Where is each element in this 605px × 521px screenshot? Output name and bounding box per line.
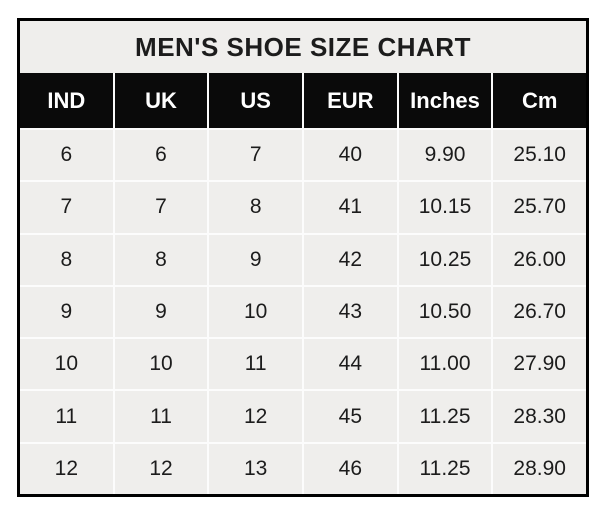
table-body: 6 6 7 40 9.90 25.10 7 7 8 41 10.15 25.70… <box>20 128 587 494</box>
column-header-cm: Cm <box>491 73 586 128</box>
table-cell: 40 <box>302 130 397 181</box>
table-cell: 46 <box>302 443 397 494</box>
table-cell: 11.00 <box>396 339 492 390</box>
table-cell: 10.25 <box>396 234 492 285</box>
column-header-ind: IND <box>47 87 86 113</box>
table-cell: 27.90 <box>491 339 587 390</box>
table-cell: 42 <box>302 234 397 285</box>
table-cell: 28.30 <box>491 391 587 442</box>
table-cell: 7 <box>20 182 113 233</box>
table-cell: 7 <box>207 130 303 181</box>
table-cell: 6 <box>112 130 208 181</box>
table-cell: 9.90 <box>396 130 492 181</box>
table-cell: 12 <box>207 391 303 442</box>
table-row: 7 7 8 41 10.15 25.70 <box>20 180 587 233</box>
table-cell: 10 <box>20 339 113 390</box>
column-header-inches: Inches <box>396 73 492 128</box>
table-cell: 44 <box>302 339 397 390</box>
table-cell: 26.00 <box>491 234 587 285</box>
table-cell: 25.10 <box>491 130 587 181</box>
table-cell: 9 <box>207 234 303 285</box>
table-cell: 8 <box>112 234 208 285</box>
table-cell: 11.25 <box>396 443 492 494</box>
table-row: 9 9 10 43 10.50 26.70 <box>20 284 587 338</box>
table-cell: 12 <box>112 443 208 494</box>
table-cell: 11 <box>112 391 208 442</box>
table-cell: 26.70 <box>491 286 587 338</box>
table-cell: 7 <box>112 182 208 233</box>
table-row: 6 6 7 40 9.90 25.10 <box>20 128 587 181</box>
table-cell: 8 <box>207 182 303 233</box>
table-cell: 13 <box>207 443 303 494</box>
table-cell: 10 <box>112 339 208 390</box>
column-header-us: US <box>207 73 302 128</box>
table-header-row: IND UK US EUR Inches Cm <box>20 73 586 128</box>
table-cell: 6 <box>20 130 113 181</box>
column-header-uk: UK <box>112 73 208 128</box>
table-cell: 9 <box>20 286 113 338</box>
table-cell: 11 <box>207 339 303 390</box>
table-cell: 10.50 <box>396 286 492 338</box>
table-cell: 28.90 <box>491 443 587 494</box>
table-row: 8 8 9 42 10.25 26.00 <box>20 232 587 285</box>
table-cell: 12 <box>20 443 113 494</box>
table-cell: 43 <box>302 286 397 338</box>
column-header-eur: EUR <box>302 73 397 128</box>
table-cell: 8 <box>20 234 113 285</box>
table-cell: 10.15 <box>396 182 492 233</box>
table-title: MEN'S SHOE SIZE CHART <box>20 21 586 73</box>
table-cell: 9 <box>112 286 208 338</box>
table-cell: 41 <box>302 182 397 233</box>
table-cell: 10 <box>207 286 303 338</box>
table-row: 11 11 12 45 11.25 28.30 <box>20 389 587 442</box>
table-row: 10 10 11 44 11.00 27.90 <box>20 337 587 390</box>
table-cell: 45 <box>302 391 397 442</box>
table-row: 12 12 13 46 11.25 28.90 <box>20 441 587 494</box>
table-cell: 25.70 <box>491 182 587 233</box>
table-cell: 11.25 <box>396 391 492 442</box>
table-cell: 11 <box>20 391 113 442</box>
shoe-size-table: MEN'S SHOE SIZE CHART IND UK US EUR Inch… <box>17 18 589 497</box>
